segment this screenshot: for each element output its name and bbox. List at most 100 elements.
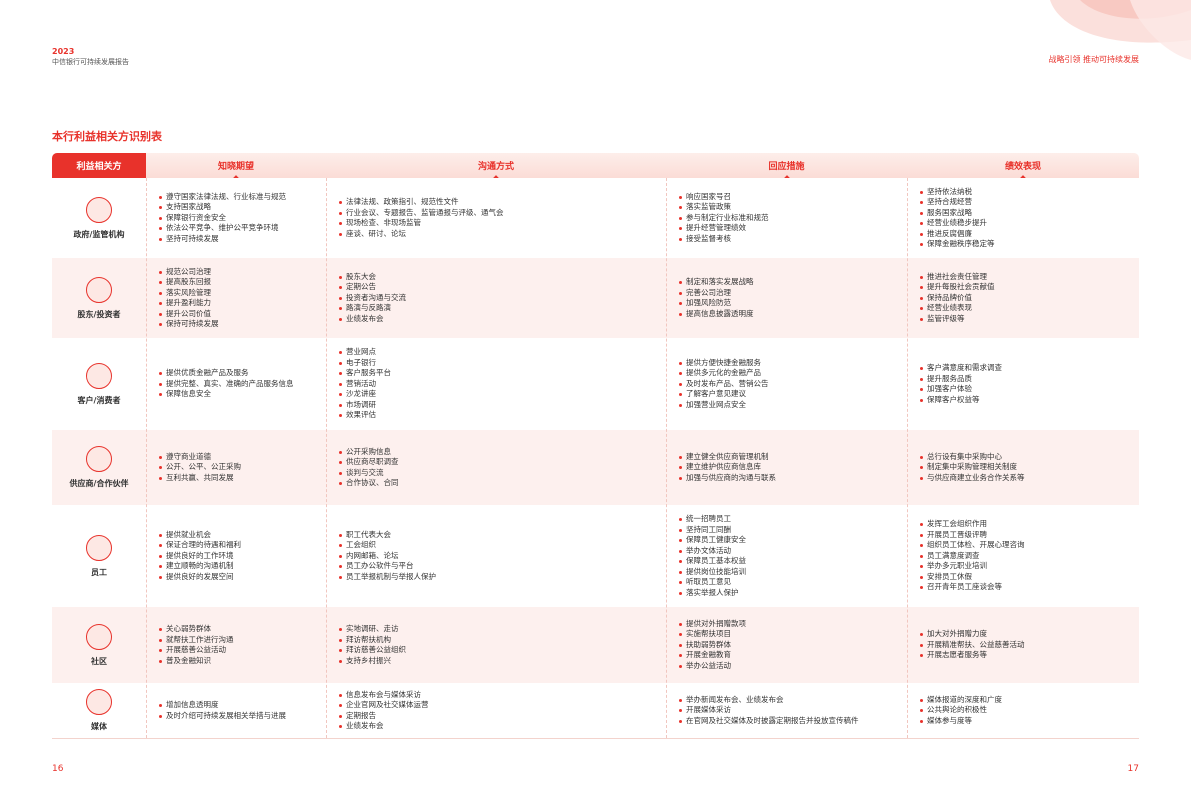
stakeholder-name: 股东/投资者 (77, 309, 121, 319)
list-item: 监管评级等 (919, 314, 1139, 325)
list-item: 保障员工健康安全 (678, 535, 907, 546)
list-item: 电子银行 (338, 358, 666, 369)
list-item: 制定集中采购管理相关制度 (919, 462, 1139, 473)
stakeholder-icon (86, 196, 112, 223)
row-bg (52, 258, 1139, 339)
list-item: 建立顺畅的沟通机制 (158, 561, 326, 572)
list-item: 就帮扶工作进行沟通 (158, 635, 326, 646)
table-cell: 加大对外捐赠力度 开展精准帮扶、公益慈善活动 开展志愿者服务等 (907, 607, 1139, 683)
table-cell: 提供优质金融产品及服务 提供完整、真实、准确的产品服务信息 保障信息安全 (146, 338, 326, 430)
list-item: 推进反腐倡廉 (919, 229, 1139, 240)
list-item: 营销活动 (338, 379, 666, 390)
list-item: 开展媒体采访 (678, 705, 907, 716)
list-item: 信息发布会与媒体采访 (338, 690, 666, 701)
list-item: 与供应商建立业务合作关系等 (919, 473, 1139, 484)
stakeholder-cell: 政府/监管机构 (52, 178, 146, 258)
list-item: 提供良好的发展空间 (158, 572, 326, 583)
column-header: 知晓期望 (217, 162, 254, 172)
list-item: 增加信息透明度 (158, 700, 326, 711)
list-item: 坚持合规经营 (919, 197, 1139, 208)
stakeholder-icon (86, 623, 112, 650)
list-item: 提供方便快捷金融服务 (678, 358, 907, 369)
list-item: 公开、公平、公正采购 (158, 462, 326, 473)
table-cell: 遵守国家法律法规、行业标准与规范 支持国家战略 保障银行资金安全 依法公平竞争、维护公… (146, 178, 326, 258)
list-item: 市场调研 (338, 400, 666, 411)
table-cell: 坚持依法纳税 坚持合规经营 服务国家战略 经营业绩稳步提升 推进反腐倡廉 保障金融秩序稳定… (907, 178, 1139, 258)
list-item: 在官网及社交媒体及时披露定期报告并投放宣传稿件 (678, 716, 907, 727)
table-cell: 制定和落实发展战略 完善公司治理 加强风险防范 提高信息披露透明度 (666, 258, 907, 338)
list-item: 开展员工晋级评聘 (919, 530, 1139, 541)
row-bg (52, 178, 1139, 259)
list-item: 职工代表大会 (338, 530, 666, 541)
table-cell: 遵守商业道德 公开、公平、公正采购 互利共赢、共同发展 (146, 430, 326, 505)
list-item: 开展志愿者服务等 (919, 650, 1139, 661)
list-item: 坚持依法纳税 (919, 187, 1139, 198)
table-cell: 关心弱势群体 就帮扶工作进行沟通 开展慈善公益活动 普及金融知识 (146, 607, 326, 683)
list-item: 依法公平竞争、维护公平竞争环境 (158, 223, 326, 234)
column-divider (666, 178, 667, 738)
list-item: 坚持同工同酬 (678, 525, 907, 536)
table-cell: 建立健全供应商管理机制 建立维护供应商信息库 加强与供应商的沟通与联系 (666, 430, 907, 505)
year: 2023 (52, 47, 75, 56)
list-item: 座谈、研讨、论坛 (338, 229, 666, 240)
stakeholder-icon (86, 534, 112, 561)
list-item: 提供对外捐赠款项 (678, 619, 907, 630)
table-cell: 股东大会 定期公告 投资者沟通与交流 路演与反路演 业绩发布会 (326, 258, 666, 338)
list-item: 拜访帮扶机构 (338, 635, 666, 646)
row-bg (52, 430, 1139, 506)
list-item: 响应国家号召 (678, 192, 907, 203)
list-item: 员工举报机制与举报人保护 (338, 572, 666, 583)
stakeholder-cell: 社区 (52, 607, 146, 683)
list-item: 实施帮扶项目 (678, 629, 907, 640)
row-bg (52, 683, 1139, 739)
list-item: 合作协议、合同 (338, 478, 666, 489)
report-name: 中信银行可持续发展报告 (52, 58, 129, 66)
list-item: 举办新闻发布会、业绩发布会 (678, 695, 907, 706)
column-header: 绩效表现 (1004, 162, 1041, 172)
table-cell: 统一招聘员工 坚持同工同酬 保障员工健康安全 举办文体活动 保障员工基本权益 提供岗位技能… (666, 505, 907, 607)
list-item: 提供良好的工作环境 (158, 551, 326, 562)
list-item: 股东大会 (338, 272, 666, 283)
stakeholder-cell: 员工 (52, 505, 146, 607)
list-item: 落实风险管理 (158, 288, 326, 299)
list-item: 加强客户体验 (919, 384, 1139, 395)
list-item: 实地调研、走访 (338, 624, 666, 635)
list-item: 参与制定行业标准和规范 (678, 213, 907, 224)
list-item: 提高信息披露透明度 (678, 309, 907, 320)
list-item: 提升公司价值 (158, 309, 326, 320)
list-item: 拜访慈善公益组织 (338, 645, 666, 656)
list-item: 开展精准帮扶、公益慈善活动 (919, 640, 1139, 651)
list-item: 提供优质金融产品及服务 (158, 368, 326, 379)
list-item: 媒体参与度等 (919, 716, 1139, 727)
list-item: 遵守国家法律法规、行业标准与规范 (158, 192, 326, 203)
list-item: 接受监督考核 (678, 234, 907, 245)
list-item: 统一招聘员工 (678, 514, 907, 525)
list-item: 保障员工基本权益 (678, 556, 907, 567)
list-item: 建立健全供应商管理机制 (678, 452, 907, 463)
table-cell: 举办新闻发布会、业绩发布会 开展媒体采访 在官网及社交媒体及时披露定期报告并投放宣传… (666, 683, 907, 738)
page-number: 16 (52, 764, 64, 774)
table-cell: 实地调研、走访 拜访帮扶机构 拜访慈善公益组织 支持乡村振兴 (326, 607, 666, 683)
list-item: 开展金融教育 (678, 650, 907, 661)
list-item: 保持可持续发展 (158, 319, 326, 330)
list-item: 保持品牌价值 (919, 293, 1139, 304)
list-item: 行业会议、专题报告、监管通报与评级、通气会 (338, 208, 666, 219)
list-item: 召开青年员工座谈会等 (919, 582, 1139, 593)
list-item: 企业官网及社交媒体运营 (338, 700, 666, 711)
list-item: 业绩发布会 (338, 314, 666, 325)
list-item: 定期报告 (338, 711, 666, 722)
list-item: 投资者沟通与交流 (338, 293, 666, 304)
table-cell: 法律法规、政策指引、规范性文件 行业会议、专题报告、监管通报与评级、通气会 现场检查… (326, 178, 666, 258)
list-item: 客户服务平台 (338, 368, 666, 379)
table-cell: 营业网点 电子银行 客户服务平台 营销活动 沙龙讲座 市场调研 效果评估 (326, 338, 666, 430)
stakeholder-name: 社区 (91, 656, 107, 666)
list-item: 定期公告 (338, 282, 666, 293)
list-item: 了解客户意见建议 (678, 389, 907, 400)
list-item: 安排员工休假 (919, 572, 1139, 583)
list-item: 加强风险防范 (678, 298, 907, 309)
stakeholder-icon (86, 276, 112, 303)
list-item: 员工满意度调查 (919, 551, 1139, 562)
list-item: 提供完整、真实、准确的产品服务信息 (158, 379, 326, 390)
list-item: 公开采购信息 (338, 447, 666, 458)
